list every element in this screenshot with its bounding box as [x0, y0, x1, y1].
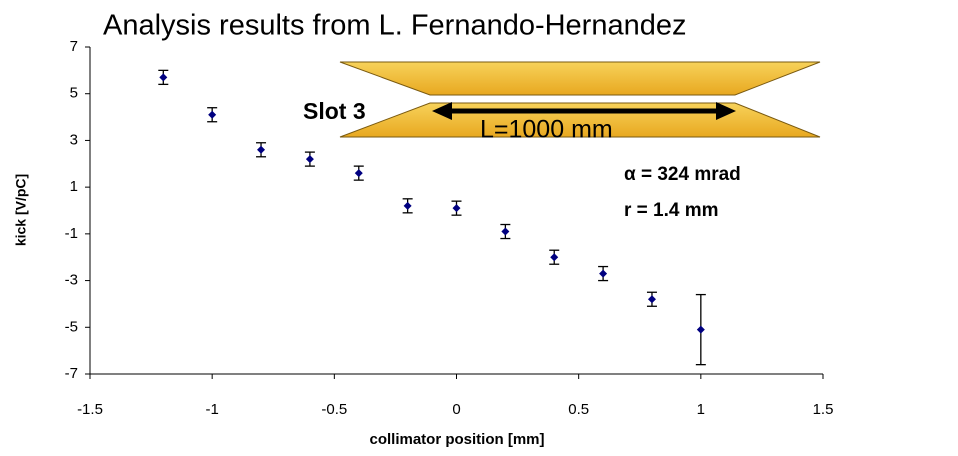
x-tick-label: -0.5 [321, 401, 347, 418]
point [159, 73, 168, 82]
annotation: r = 1.4 mm [624, 200, 719, 221]
point [599, 269, 608, 278]
y-tick-label: -7 [65, 365, 78, 382]
y-tick-label: -5 [65, 318, 78, 335]
arrow-head [716, 102, 736, 120]
x-tick-label: 1.5 [813, 401, 834, 418]
collimator-jaw [339, 61, 821, 96]
y-tick-label: 1 [70, 178, 78, 195]
y-tick-label: 5 [70, 85, 78, 102]
x-tick-label: -1 [205, 401, 218, 418]
point [696, 325, 705, 334]
point [550, 253, 559, 262]
point [257, 145, 266, 154]
x-tick-label: 0.5 [568, 401, 589, 418]
point [452, 204, 461, 213]
y-tick-label: 7 [70, 38, 78, 55]
x-tick-label: -1.5 [77, 401, 103, 418]
point [403, 201, 412, 210]
y-axis-label: kick [V/pC] [13, 174, 29, 246]
point [305, 155, 314, 164]
x-tick-label: 0 [452, 401, 460, 418]
annotation: L=1000 mm [480, 116, 613, 144]
y-tick-label: 3 [70, 131, 78, 148]
point [354, 169, 363, 178]
point [501, 227, 510, 236]
annotation: α = 324 mrad [624, 164, 741, 185]
x-axis-label: collimator position [mm] [369, 431, 544, 448]
chart-title: Analysis results from L. Fernando-Hernan… [103, 10, 686, 42]
y-tick-label: -1 [65, 225, 78, 242]
point [208, 110, 217, 119]
arrow-head [432, 102, 452, 120]
annotation: Slot 3 [303, 98, 366, 124]
x-tick-label: 1 [697, 401, 705, 418]
point [647, 295, 656, 304]
y-tick-label: -3 [65, 272, 78, 289]
